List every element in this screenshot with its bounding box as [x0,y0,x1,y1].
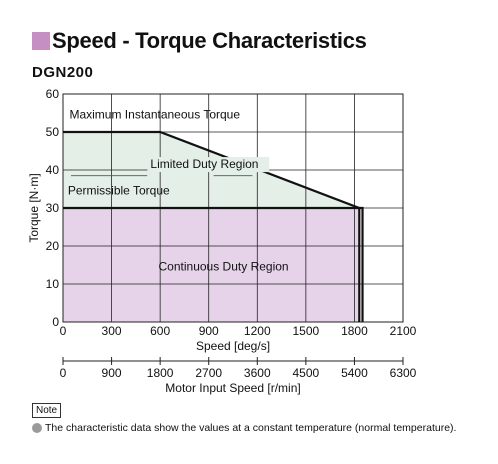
x-tick-label: 0 [60,324,67,338]
annotation-1: Limited Duty Region [150,157,258,171]
x-tick-label: 1500 [293,324,320,338]
bullet-icon [32,423,42,433]
speed-torque-chart: Maximum Instantaneous Torque Limited Duty… [27,87,417,395]
y-tick-label: 0 [52,315,59,329]
y-tick-label: 50 [46,125,60,139]
y-tick-label: 40 [46,163,60,177]
x2-tick-label: 900 [102,366,122,380]
permissible-torque-line [63,206,361,322]
x2-tick-label: 6300 [390,366,417,380]
x-axis-label: Speed [deg/s] [196,339,270,353]
model-name: DGN200 [32,64,94,81]
x-tick-label: 2100 [390,324,417,338]
x-tick-label: 600 [150,324,170,338]
x2-tick-label: 3600 [244,366,271,380]
x2-tick-label: 5400 [341,366,368,380]
note-label: Note [32,403,62,418]
y-tick-label: 60 [46,87,60,101]
y-tick-label: 30 [46,201,60,215]
y-tick-label: 20 [46,239,60,253]
x2-tick-label: 2700 [195,366,222,380]
x-tick-label: 1200 [244,324,271,338]
page-title: Speed - Torque Characteristics [52,28,367,53]
x-tick-label: 900 [199,324,219,338]
y-axis-label: Torque [N·m] [27,173,41,242]
annotation-3: Continuous Duty Region [159,260,289,274]
note-sentence: The characteristic data show the values … [45,422,457,434]
annotation-2: Permissible Torque [68,184,170,198]
x2-tick-label: 0 [60,366,67,380]
section-title: Speed - Torque Characteristics [32,26,367,56]
y-tick-label: 10 [46,277,60,291]
annotation-0: Maximum Instantaneous Torque [69,108,240,122]
x-tick-label: 300 [102,324,122,338]
x2-tick-label: 1800 [147,366,174,380]
region-1 [63,208,360,322]
x2-tick-label: 4500 [293,366,320,380]
note-text: The characteristic data show the values … [32,422,456,434]
x2-axis-label: Motor Input Speed [r/min] [165,381,300,395]
title-square-icon [32,32,50,50]
x-tick-label: 1800 [341,324,368,338]
annotation-bg [147,157,270,173]
